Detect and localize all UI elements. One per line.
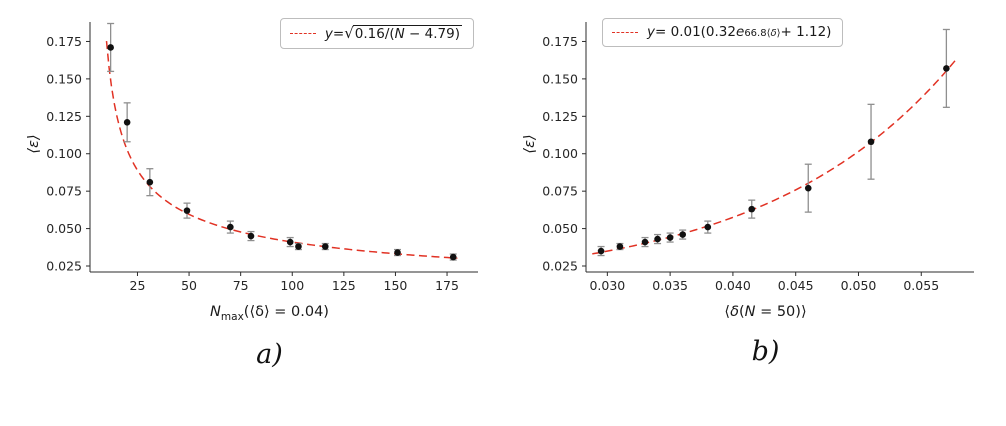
xlabel-segment: = 50)⟩ <box>755 304 807 320</box>
svg-text:0.075: 0.075 <box>46 184 82 199</box>
svg-text:0.055: 0.055 <box>903 278 939 293</box>
svg-text:0.030: 0.030 <box>589 278 625 293</box>
svg-text:0.125: 0.125 <box>542 109 578 124</box>
panel-a: 25 50 75 100 125 150 175 0.025 0.050 0.075 0.100 0.… <box>20 10 490 370</box>
fit-line-sample <box>289 32 316 34</box>
formula-segment: y <box>647 24 655 40</box>
plot-a-legend-formula: y = √ 0.16/(N − 4.79) <box>325 24 462 42</box>
plot-b-legend-formula: y = 0.01(0.32 e 66.8⟨δ⟩ + 1.12) <box>647 24 831 40</box>
svg-text:0.150: 0.150 <box>46 71 82 86</box>
plot-a-ylabel: ⟨ε⟩ <box>26 134 42 154</box>
formula-segment: y <box>324 26 333 42</box>
plot-b-legend: y = 0.01(0.32 e 66.8⟨δ⟩ + 1.12) <box>602 18 844 47</box>
svg-text:0.040: 0.040 <box>715 278 751 293</box>
svg-text:0.050: 0.050 <box>841 278 877 293</box>
xlabel-segment: δ <box>730 304 739 320</box>
plot-b: 0.030 0.035 0.040 0.045 0.050 0.055 0.025 0.050… <box>516 10 986 306</box>
plot-a-legend: y = √ 0.16/(N − 4.79) <box>279 18 474 49</box>
svg-text:125: 125 <box>332 278 356 293</box>
formula-segment: 66.8⟨ <box>744 28 771 39</box>
plot-b-canvas: 0.030 0.035 0.040 0.045 0.050 0.055 0.025 0.050… <box>542 22 974 293</box>
svg-text:0.075: 0.075 <box>542 184 578 199</box>
formula-segment: = 0.01(0.32 <box>655 24 736 40</box>
subfigure-label-a: a) <box>256 338 283 370</box>
svg-text:100: 100 <box>280 278 304 293</box>
plot-a-xlabel: Nmax(⟨δ⟩ = 0.04) <box>49 304 490 323</box>
svg-text:25: 25 <box>130 278 146 293</box>
svg-text:0.175: 0.175 <box>542 34 578 49</box>
fit-line-sample <box>612 31 638 33</box>
formula-segment: N <box>394 26 405 42</box>
radicand: 0.16/(N − 4.79) <box>352 25 462 42</box>
sqrt-sign: √ <box>344 24 354 42</box>
svg-text:0.100: 0.100 <box>542 146 578 161</box>
plot-a: 25 50 75 100 125 150 175 0.025 0.050 0.075 0.100 0.… <box>20 10 490 306</box>
svg-text:50: 50 <box>181 278 197 293</box>
svg-text:175: 175 <box>435 278 459 293</box>
plot-a-canvas: 25 50 75 100 125 150 175 0.025 0.050 0.075 0.100 0.… <box>46 22 478 293</box>
formula-segment: ⟩ <box>776 28 781 39</box>
svg-text:0.100: 0.100 <box>46 146 82 161</box>
svg-text:0.175: 0.175 <box>46 34 82 49</box>
xlabel-subscript: max <box>220 310 244 323</box>
formula-segment: e <box>736 24 745 40</box>
subfigure-label-b: b) <box>751 336 780 367</box>
plot-b-xlabel: ⟨δ(N = 50)⟩ <box>545 304 986 320</box>
svg-text:0.125: 0.125 <box>46 109 82 124</box>
plot-b-ylabel: ⟨ε⟩ <box>522 134 538 154</box>
formula-segment: 0.16/( <box>354 26 395 42</box>
svg-text:0.050: 0.050 <box>542 221 578 236</box>
xlabel-segment: ( <box>738 304 745 320</box>
figure: 25 50 75 100 125 150 175 0.025 0.050 0.075 0.100 0.… <box>20 10 986 370</box>
formula-exponent: 66.8⟨δ⟩ <box>744 28 780 39</box>
svg-text:0.045: 0.045 <box>778 278 814 293</box>
xlabel-segment: N <box>744 304 756 320</box>
svg-text:0.050: 0.050 <box>46 221 82 236</box>
svg-text:0.025: 0.025 <box>542 259 578 274</box>
formula-segment: δ <box>770 28 777 39</box>
panel-b: 0.030 0.035 0.040 0.045 0.050 0.055 0.025 0.050… <box>516 10 986 370</box>
svg-text:75: 75 <box>233 278 249 293</box>
svg-text:0.025: 0.025 <box>46 259 82 274</box>
svg-text:150: 150 <box>384 278 408 293</box>
formula-segment: = <box>332 26 345 42</box>
svg-text:0.035: 0.035 <box>652 278 688 293</box>
xlabel-segment: ⟨ <box>724 304 731 320</box>
formula-segment: − 4.79) <box>404 26 460 42</box>
formula-segment: + 1.12) <box>780 24 832 40</box>
svg-text:0.150: 0.150 <box>542 71 578 86</box>
xlabel-segment: (⟨δ⟩ = 0.04) <box>243 304 329 320</box>
xlabel-segment: N <box>210 304 221 320</box>
